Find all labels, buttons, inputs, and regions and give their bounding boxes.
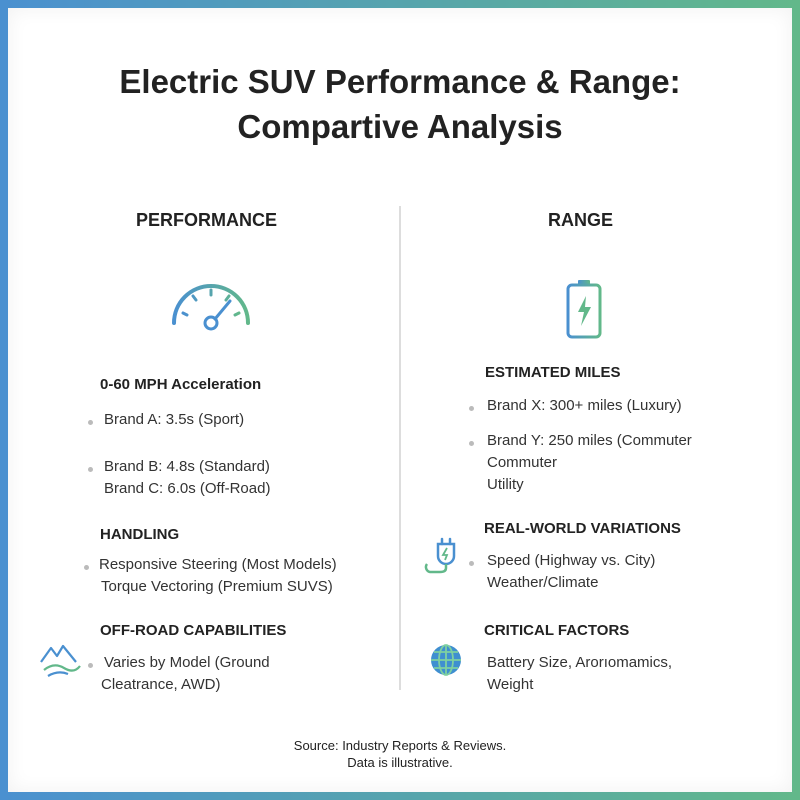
bullet [88, 467, 93, 472]
title: Electric SUV Performance & Range: [119, 63, 681, 100]
item-text: Battery Size, Arorıomamics, [487, 654, 673, 671]
item-text: Commuter [487, 454, 558, 471]
battery-icon [566, 280, 602, 339]
column-heading: PERFORMANCE [136, 210, 278, 230]
globe-icon [431, 644, 461, 676]
item-text: Brand B: 4.8s (Standard) [104, 458, 270, 475]
item-text: Torque Vectoring (Premium SUVS) [101, 578, 333, 595]
bullet [88, 420, 93, 425]
title: Compartive Analysis [237, 108, 563, 145]
item-text: Cleatrance, AWD) [101, 676, 221, 693]
item-text: Speed (Highway vs. City) [487, 552, 656, 569]
item-text: Brand X: 300+ miles (Luxury) [487, 397, 682, 414]
section-title: HANDLING [100, 526, 180, 543]
item-text: Utility [487, 476, 524, 493]
mountain-icon [40, 644, 81, 677]
bullet [469, 441, 474, 446]
bullet [88, 663, 93, 668]
section-title: CRITICAL FACTORS [484, 622, 630, 639]
item-text: Brand C: 6.0s (Off-Road) [104, 480, 271, 497]
item-text: Varies by Model (Ground [104, 654, 270, 671]
gauge-icon [172, 284, 250, 331]
section-title: 0-60 MPH Acceleration [100, 376, 262, 393]
card: Electric SUV Performance & Range: Compar… [8, 8, 792, 792]
bullet [469, 406, 474, 411]
item-text: Responsive Steering (Most Models) [99, 556, 337, 573]
item-text: Brand A: 3.5s (Sport) [104, 411, 245, 428]
bullet [84, 565, 89, 570]
plug-icon [424, 537, 456, 574]
item-text: Brand Y: 250 miles (Commuter [487, 432, 692, 449]
divider [399, 206, 401, 690]
item-text: Weather/Climate [487, 574, 599, 591]
section-title: OFF-ROAD CAPABILITIES [100, 622, 287, 639]
section-title: REAL-WORLD VARIATIONS [484, 520, 681, 537]
column-heading: RANGE [548, 210, 614, 230]
footer-text: Data is illustrative. [347, 755, 453, 770]
item-text: Weight [487, 676, 534, 693]
section-title: ESTIMATED MILES [485, 364, 621, 381]
bullet [469, 561, 474, 566]
footer-text: Source: Industry Reports & Reviews. [293, 738, 507, 753]
